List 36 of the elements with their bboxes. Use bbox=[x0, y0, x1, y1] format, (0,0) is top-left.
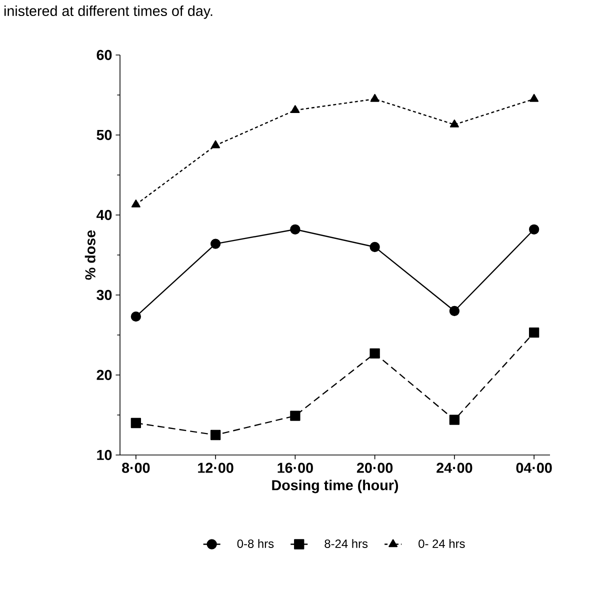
point bbox=[130, 418, 142, 428]
y-tick-label: 60 bbox=[96, 50, 112, 60]
point bbox=[290, 105, 300, 114]
point bbox=[210, 238, 221, 249]
point bbox=[449, 306, 460, 316]
text: inistered at different times of day. bbox=[4, 6, 212, 19]
legend-label: 0-8 hrs bbox=[237, 539, 274, 548]
x-tick-label: 8·00 bbox=[122, 462, 150, 473]
y-tick-label: 10 bbox=[97, 450, 112, 460]
x-tick-label: 24·00 bbox=[436, 462, 472, 473]
point bbox=[530, 94, 539, 102]
point bbox=[370, 242, 380, 252]
x-tick-label: 20·00 bbox=[356, 462, 393, 473]
point bbox=[450, 120, 459, 128]
y-tick-label: 30 bbox=[96, 290, 112, 300]
y-tick-label: 50 bbox=[96, 130, 112, 140]
y-axis-title: % dose bbox=[84, 230, 96, 280]
x-tick-label: 16·00 bbox=[278, 462, 313, 473]
legend-label: 8-24 hrs bbox=[324, 539, 368, 548]
point bbox=[211, 140, 220, 148]
point bbox=[290, 410, 300, 421]
point bbox=[528, 328, 540, 338]
point bbox=[130, 312, 142, 322]
y-tick-label: 20 bbox=[96, 370, 112, 380]
point bbox=[528, 224, 540, 234]
x-tick-label: 12·00 bbox=[198, 462, 234, 473]
point bbox=[449, 414, 460, 425]
point bbox=[131, 200, 140, 208]
legend-label: 0- 24 hrs bbox=[418, 539, 465, 548]
point bbox=[210, 430, 221, 440]
y-tick-label: 40 bbox=[96, 210, 112, 220]
point bbox=[290, 224, 300, 234]
x-axis-title: Dosing time (hour) bbox=[272, 480, 398, 494]
point bbox=[370, 348, 380, 358]
x-tick-label: 04·00 bbox=[516, 462, 552, 473]
point bbox=[370, 94, 380, 102]
